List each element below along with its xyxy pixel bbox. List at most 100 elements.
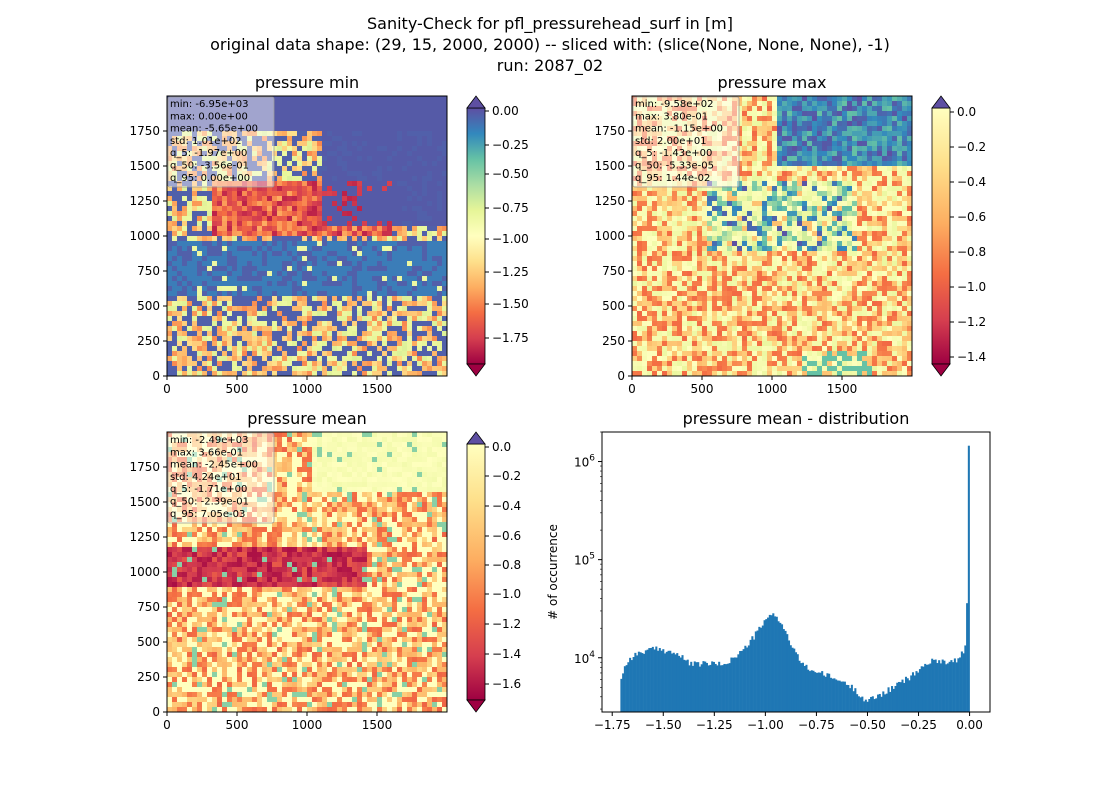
histogram-bar xyxy=(700,664,703,712)
histogram-bar xyxy=(784,630,787,712)
histogram-bar xyxy=(630,660,633,712)
colorbar-tick-label: −0.2 xyxy=(492,469,521,483)
histogram-bar xyxy=(901,679,904,712)
x-tick-label: 0 xyxy=(163,718,171,732)
colorbar xyxy=(931,107,951,365)
histogram-bar xyxy=(812,670,815,712)
histogram-bar xyxy=(960,651,963,712)
histogram-bar xyxy=(836,680,839,712)
histogram-bar xyxy=(950,660,953,712)
histogram-bar xyxy=(786,634,789,712)
histogram-bar xyxy=(910,675,913,712)
histogram-bar xyxy=(693,661,696,712)
histogram-bar xyxy=(887,687,890,712)
histogram-bar xyxy=(686,659,689,712)
histogram-bar xyxy=(644,650,647,712)
histogram-bar xyxy=(852,691,855,712)
histogram-bar xyxy=(637,651,640,712)
y-tick-label: 1000 xyxy=(129,565,160,579)
histogram-bar xyxy=(842,681,845,712)
histogram-bar xyxy=(817,672,820,712)
histogram-bar xyxy=(765,619,768,712)
colorbar-tick-label: 0.0 xyxy=(957,105,976,119)
histogram-bar xyxy=(735,657,738,712)
histogram-bar xyxy=(705,662,708,712)
x-tick-label: 500 xyxy=(226,718,249,732)
histogram-bar xyxy=(845,684,848,712)
colorbar-tick-label: −0.8 xyxy=(492,558,521,572)
histogram-bar xyxy=(889,691,892,712)
colorbar-tick-label: −0.4 xyxy=(492,499,521,513)
x-tick-label: 1000 xyxy=(292,382,323,396)
colorbar-tick-label: −0.4 xyxy=(957,175,986,189)
histogram-bar xyxy=(934,659,937,712)
heatmap-panel-3: pressure mean 0 500 1000 1500 0 250 500 750 1000 1… xyxy=(129,409,521,732)
histogram-bar xyxy=(808,671,811,712)
histogram-panel: pressure mean - distribution −1.75 −1.50 −1… xyxy=(546,409,991,732)
colorbar-extend-max xyxy=(466,431,486,445)
histogram-bar xyxy=(674,654,677,712)
histogram-bar xyxy=(861,696,864,712)
histogram-bar xyxy=(863,701,866,712)
y-tick-label: 1500 xyxy=(594,159,625,173)
histogram-bar xyxy=(859,697,862,712)
colorbar-extend-max xyxy=(466,95,486,109)
stats-line: q_50: -5.33e-05 xyxy=(635,161,714,172)
colorbar-tick-label: 0.0 xyxy=(492,440,511,454)
y-tick-label: 1750 xyxy=(594,124,625,138)
stats-line: mean: -2.45e+00 xyxy=(170,460,258,471)
histogram-bar xyxy=(929,663,932,712)
histogram-bar xyxy=(885,693,888,712)
histogram-bar xyxy=(767,617,770,712)
histogram-bar xyxy=(657,650,660,712)
histogram-bar xyxy=(953,658,956,712)
histogram-bar xyxy=(721,665,724,712)
histogram-bar xyxy=(815,672,818,712)
histogram-bar xyxy=(952,662,955,712)
histogram-bar xyxy=(730,657,733,712)
histogram-bar xyxy=(884,694,887,712)
histogram-bar xyxy=(946,663,949,712)
histogram-bar xyxy=(695,662,698,712)
y-tick-label: 750 xyxy=(137,264,160,278)
histogram-bar xyxy=(824,676,827,712)
histogram-bar xyxy=(810,670,813,712)
y-tick-label: 500 xyxy=(137,299,160,313)
colorbar-extend-min xyxy=(466,363,486,377)
histogram-bar xyxy=(688,665,691,712)
histogram-bar xyxy=(758,626,761,712)
colorbar-tick-label: −1.0 xyxy=(957,280,986,294)
histogram-bar xyxy=(967,445,970,712)
histogram-bar xyxy=(791,647,794,712)
x-tick-label: −1.25 xyxy=(696,718,733,732)
x-tick-label: 1000 xyxy=(292,718,323,732)
histogram-bar xyxy=(828,673,831,712)
x-tick-label: 0 xyxy=(163,382,171,396)
histogram-bar xyxy=(891,686,894,712)
histogram-bar xyxy=(945,664,948,712)
histogram-bar xyxy=(782,629,785,712)
histogram-bar xyxy=(794,652,798,712)
histogram-bar xyxy=(913,675,916,712)
y-tick-label: 1500 xyxy=(129,495,160,509)
y-tick-label: 250 xyxy=(602,334,625,348)
x-tick-label: 1000 xyxy=(757,382,788,396)
histogram-bar xyxy=(959,657,962,712)
stats-line: std: 2.00e+01 xyxy=(635,136,707,147)
histogram-bar xyxy=(931,658,934,712)
histogram-bar xyxy=(868,699,871,712)
histogram-bar xyxy=(728,663,731,712)
stats-line: q_95: 7.05e-03 xyxy=(170,509,245,520)
figure-subtitle: original data shape: (29, 15, 2000, 2000… xyxy=(210,35,890,54)
histogram-bar xyxy=(756,630,759,712)
histogram-bar xyxy=(660,650,663,712)
colorbar xyxy=(466,107,486,365)
histogram-bar xyxy=(807,669,810,712)
stats-box xyxy=(167,432,275,524)
histogram-bar xyxy=(671,653,674,712)
histogram-bar xyxy=(651,646,654,712)
histogram-bar xyxy=(732,657,735,712)
figure-run-label: run: 2087_02 xyxy=(496,56,604,75)
histogram-bar xyxy=(669,650,672,712)
histogram-bar xyxy=(737,654,740,712)
